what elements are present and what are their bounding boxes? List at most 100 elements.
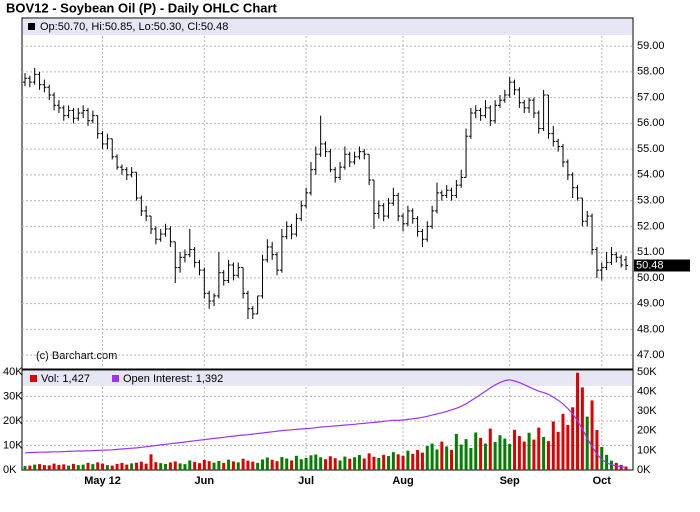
volume-bar [285, 458, 289, 470]
legend-label: Vol: 1,427 [41, 373, 90, 385]
volume-bar [571, 407, 575, 470]
volume-bar [483, 443, 487, 470]
volume-bar [416, 449, 420, 470]
volume-bar [338, 460, 342, 470]
y-tick-label: 52.00 [637, 220, 665, 232]
volume-bar [38, 464, 42, 470]
volume-bar [537, 427, 541, 470]
volume-bar [367, 453, 371, 470]
volume-bar [91, 464, 95, 470]
volume-bar [319, 457, 323, 470]
volume-bar [387, 456, 391, 470]
volume-bar [324, 459, 327, 470]
volume-bar [183, 464, 187, 470]
y-tick-label: 20K [3, 415, 23, 427]
y2-tick-label: 40K [637, 386, 657, 398]
volume-bar [222, 462, 226, 470]
volume-bar [168, 462, 172, 470]
volume-bar [164, 463, 168, 470]
volume-bar [503, 438, 507, 470]
volume-bar [197, 463, 201, 470]
legend-swatch [30, 375, 37, 382]
y-tick-label: 50.00 [637, 272, 665, 284]
volume-bar [149, 454, 153, 470]
volume-bar [144, 463, 148, 470]
x-tick-label: Sep [500, 475, 520, 487]
volume-bar [57, 464, 61, 470]
volume-bar [353, 457, 357, 470]
volume-bar [33, 464, 37, 470]
grid-layer [22, 36, 633, 470]
volume-bar [328, 456, 332, 470]
y2-tick-label: 0K [637, 464, 651, 476]
x-tick-label: Jul [298, 475, 314, 487]
volume-bar [551, 421, 555, 470]
price-panel [21, 17, 634, 370]
volume-bar [42, 465, 46, 470]
volume-bar [314, 454, 318, 470]
volume-bar [52, 463, 56, 470]
volume-bar [159, 463, 163, 470]
volume-bar [430, 443, 434, 470]
y-tick-label: 10K [3, 439, 23, 451]
y-tick-label: 56.00 [637, 117, 665, 129]
volume-legend-strip [23, 371, 632, 386]
y-tick-label: 30K [3, 390, 23, 402]
y2-tick-label: 50K [637, 366, 657, 378]
volume-bar [362, 458, 366, 470]
volume-bar [595, 430, 599, 470]
legend-label: Open Interest: 1,392 [123, 373, 223, 385]
y-tick-label: 47.00 [637, 349, 665, 361]
open-interest-line [24, 379, 627, 468]
volume-bar [532, 439, 536, 470]
x-tick-label: Jun [195, 475, 215, 487]
volume-bar [624, 466, 628, 470]
y-tick-label: 58.00 [637, 66, 665, 78]
y-tick-label: 54.00 [637, 169, 665, 181]
volume-bar [454, 433, 458, 470]
volume-bar [270, 459, 274, 470]
volume-bar [474, 432, 478, 470]
volume-bar [173, 461, 177, 470]
volume-bar [299, 459, 303, 470]
volume-bar [396, 454, 400, 470]
volume-bar [212, 462, 216, 470]
text-layer: 47.00 48.00 49.00 50.00 51.00 52.00 53.00 54.00… [3, 40, 665, 487]
volume-bar [527, 432, 531, 470]
volume-bar [260, 459, 264, 470]
volume-bar [227, 459, 231, 470]
volume-bar [28, 465, 32, 470]
volume-bar [343, 456, 347, 470]
marks-layer [23, 67, 690, 470]
volume-bar [309, 455, 313, 470]
volume-bar [440, 441, 444, 470]
volume-bar [493, 442, 497, 470]
volume-bar [406, 450, 410, 470]
y-tick-label: 55.00 [637, 143, 665, 155]
volume-bar [348, 458, 352, 470]
volume-bar [513, 429, 517, 470]
volume-bar [411, 453, 415, 470]
volume-bar [508, 444, 512, 470]
volume-bar [420, 452, 424, 470]
volume-bar [96, 462, 100, 470]
legend-swatch [28, 23, 35, 30]
volume-bar [425, 445, 429, 470]
volume-bar [294, 455, 298, 470]
volume-bar [188, 460, 192, 470]
volume-bar [101, 463, 105, 470]
y-tick-label: 0K [3, 464, 17, 476]
volume-bar [445, 446, 449, 470]
volume-bar [256, 462, 260, 470]
volume-bar [115, 463, 119, 470]
volume-bar [110, 465, 114, 470]
volume-bar [546, 441, 550, 470]
last-price-box [634, 259, 690, 272]
legend-swatch [112, 375, 119, 382]
y2-tick-label: 30K [637, 405, 657, 417]
volume-bar [498, 435, 502, 470]
volume-bar [561, 413, 565, 470]
price-legend: Op:50.70, Hi:50.85, Lo:50.30, Cl:50.48 [40, 21, 228, 33]
